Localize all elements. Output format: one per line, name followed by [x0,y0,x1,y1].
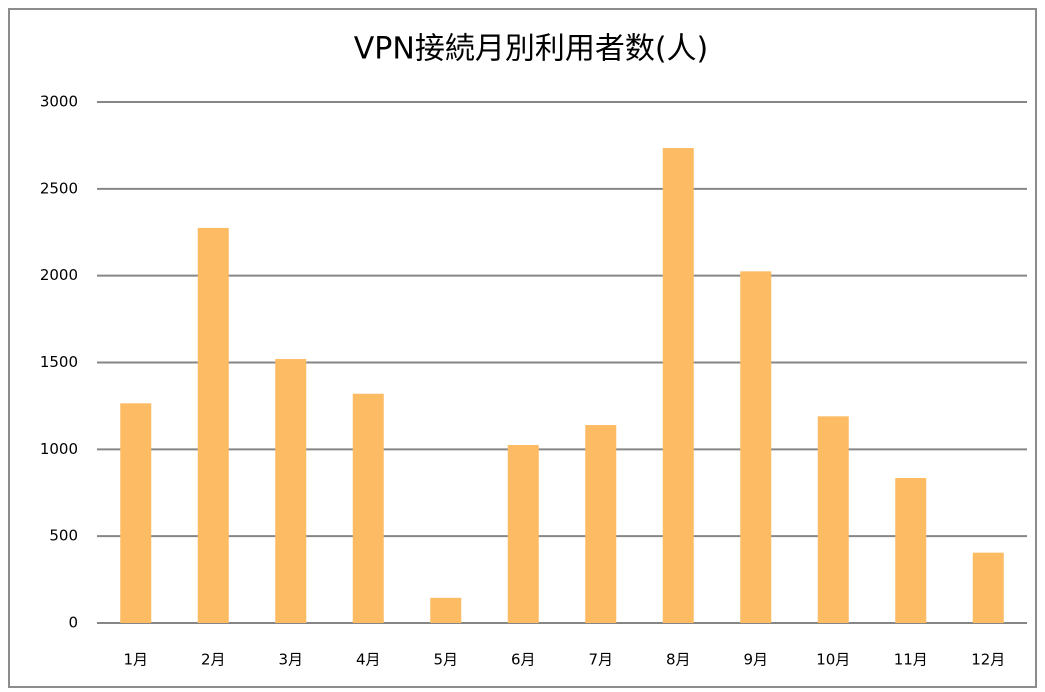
x-tick-label: 6月 [511,651,536,669]
bar [817,416,849,623]
x-tick-label: 5月 [433,651,458,669]
x-tick-label: 8月 [666,651,691,669]
y-tick-label: 2500 [40,179,78,197]
x-tick-label: 9月 [743,651,768,669]
x-tick-label: 2月 [201,651,226,669]
bar [120,403,152,623]
x-tick-label: 10月 [816,651,850,669]
bar [895,477,927,623]
bar [197,227,229,624]
y-tick-label: 500 [49,527,78,545]
x-tick-label: 3月 [278,651,303,669]
x-tick-label: 11月 [894,651,928,669]
y-tick-label: 1500 [40,353,78,371]
bar [507,444,539,623]
bar [972,552,1004,623]
bar [585,425,617,623]
chart-title: VPN接続月別利用者数(人) [354,32,708,67]
x-tick-label: 12月 [971,651,1005,669]
bar [430,597,462,623]
bar [740,271,772,623]
y-tick-label: 3000 [40,93,78,111]
x-tick-label: 4月 [356,651,381,669]
y-tick-label: 1000 [40,440,78,458]
y-tick-label: 0 [68,614,78,632]
bar [662,148,694,623]
x-tick-label: 7月 [588,651,613,669]
y-tick-label: 2000 [40,266,78,284]
bar [275,359,307,623]
bar [352,393,384,623]
x-tick-label: 1月 [123,651,148,669]
